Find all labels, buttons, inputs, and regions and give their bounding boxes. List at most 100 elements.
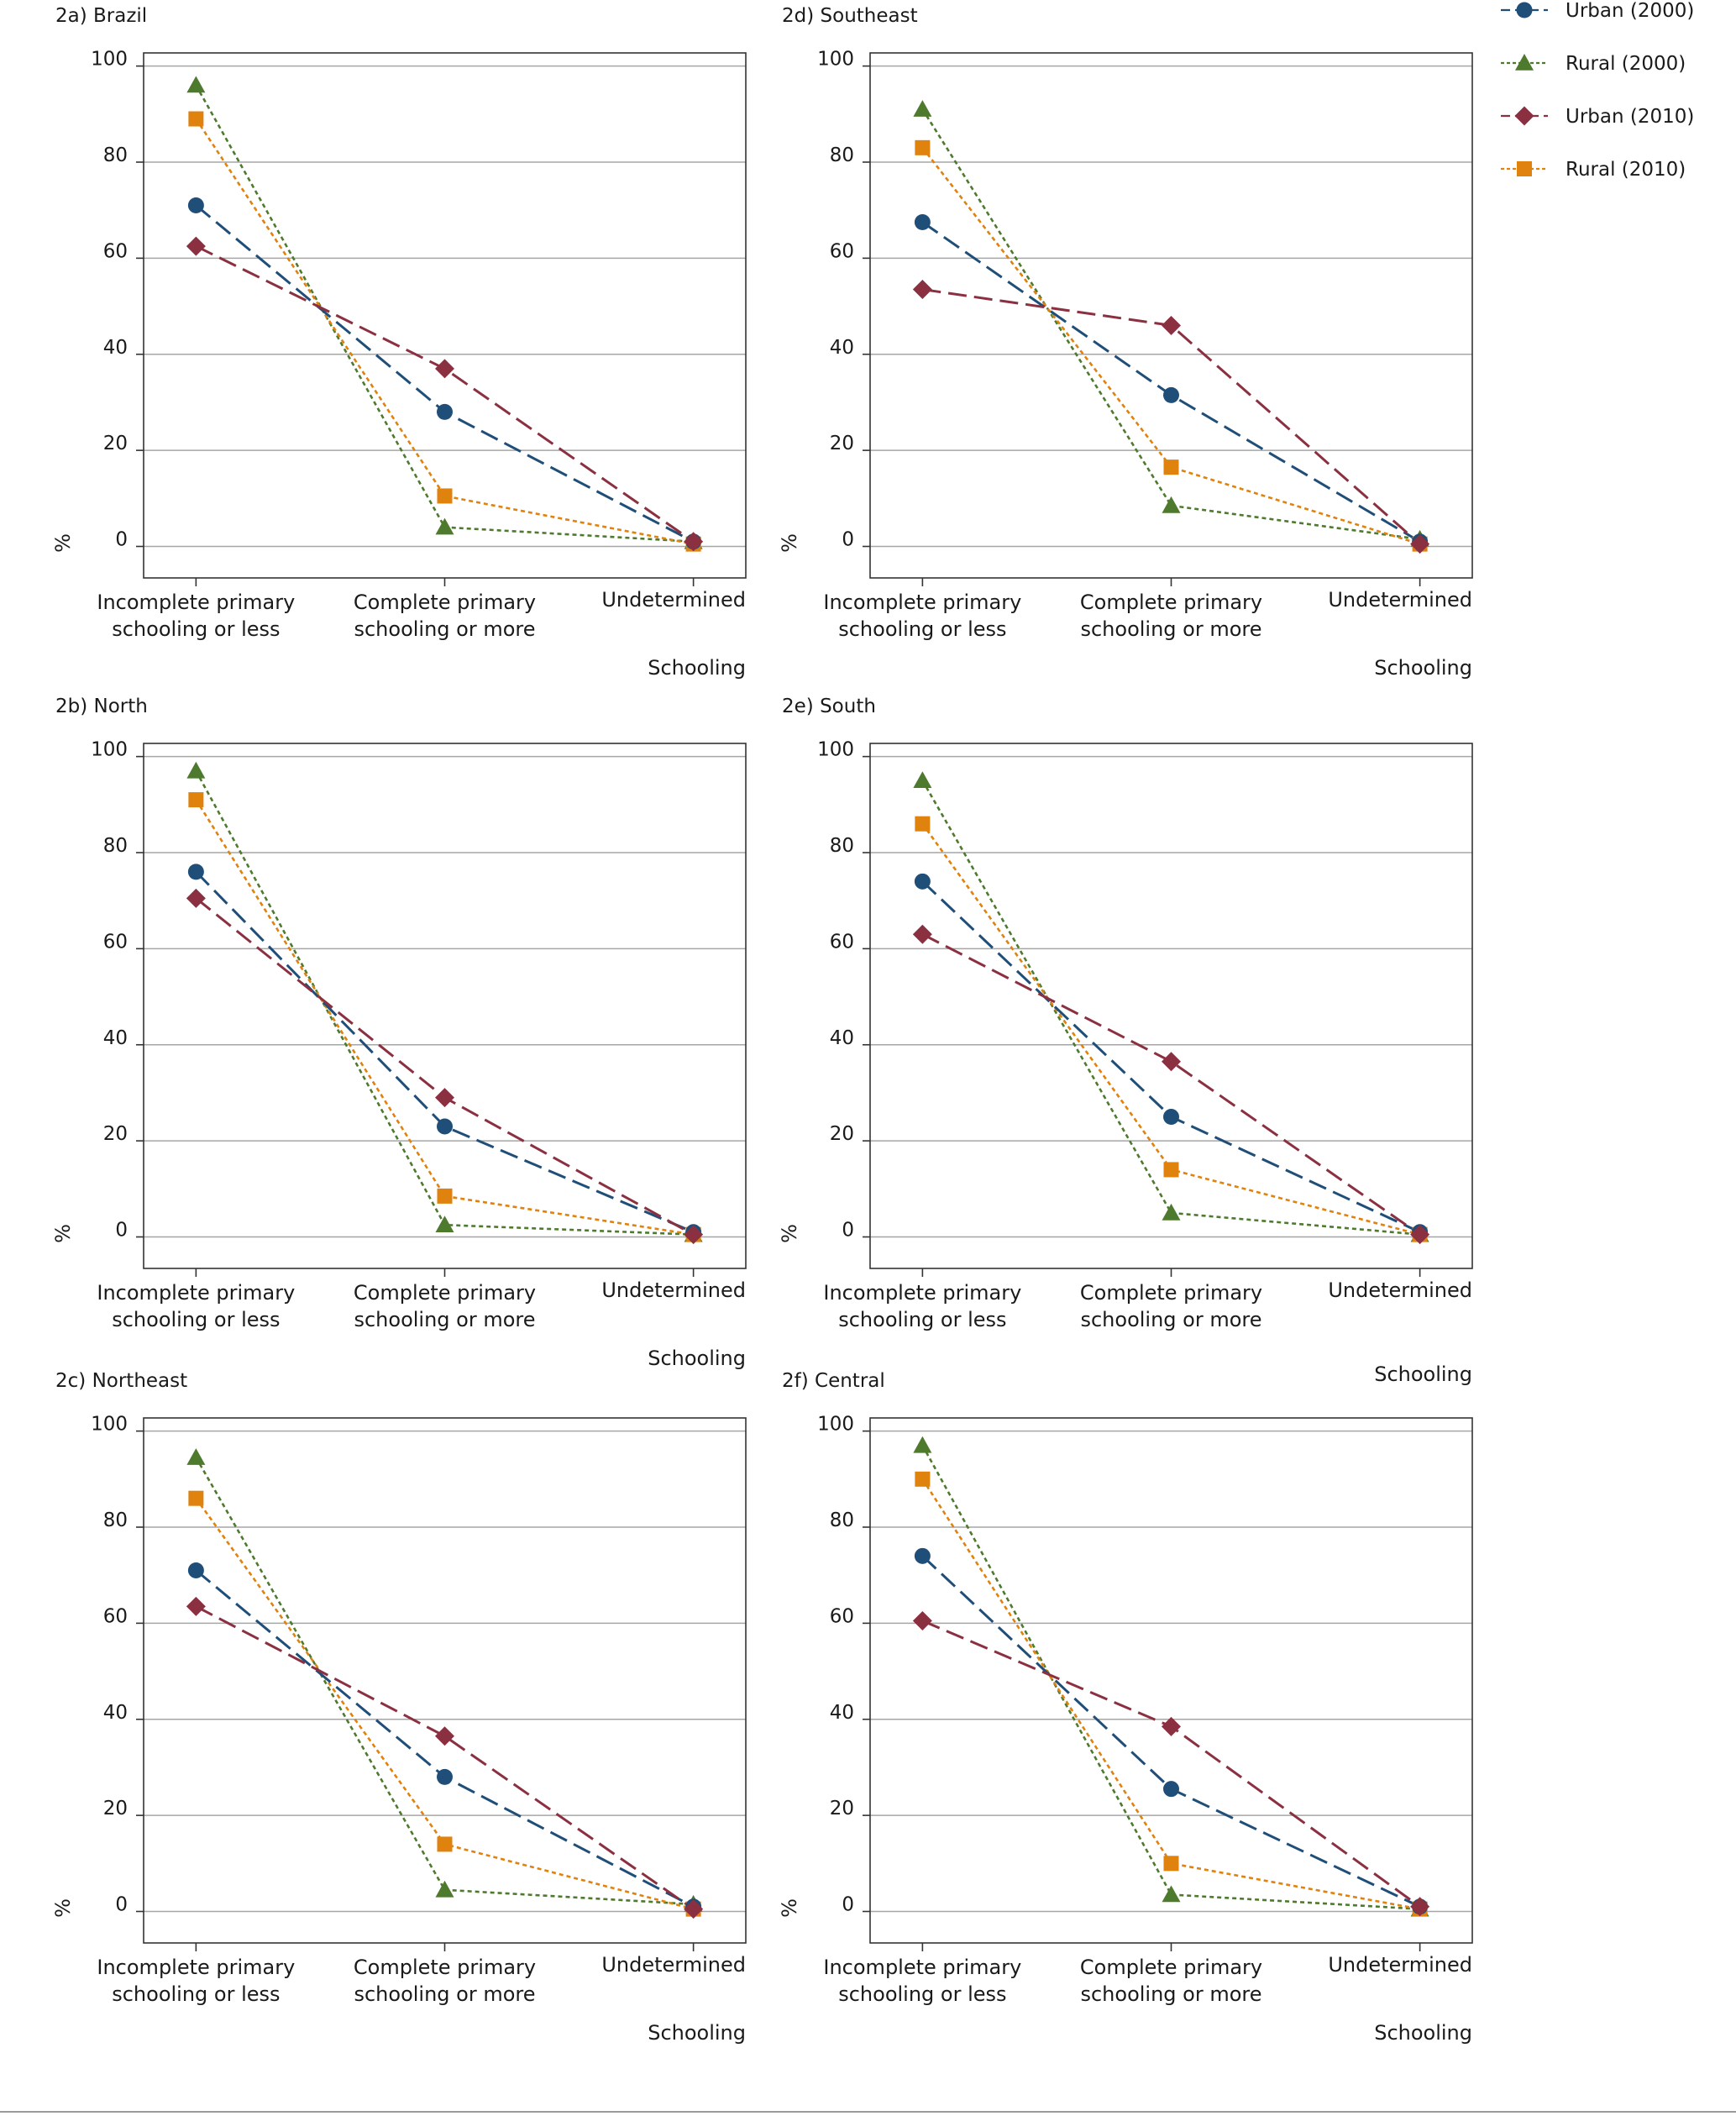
data-point-rural-2000 [186, 76, 206, 93]
y-tick-label: 80 [103, 835, 128, 857]
data-point-urban-2000 [187, 864, 204, 880]
data-point-rural-2000 [913, 1436, 932, 1453]
data-point-rural-2010 [437, 1836, 453, 1852]
panel-title: 2d) Southeast [782, 5, 918, 27]
data-point-rural-2000 [913, 771, 932, 789]
data-point-rural-2010 [437, 1188, 453, 1204]
y-axis-label: % [51, 1898, 75, 1918]
x-category-label: Complete primary [1080, 1956, 1262, 1979]
data-point-rural-2000 [1162, 496, 1181, 513]
y-tick-label: 80 [103, 1510, 128, 1531]
legend-marker [1514, 106, 1534, 126]
y-tick-label: 100 [91, 1414, 128, 1436]
chart-panel: 2b) North 0 20 40 60 80 100% Incomplete primary… [51, 696, 747, 1370]
data-point-rural-2000 [186, 1448, 206, 1465]
chart-panel: 2f) Central 0 20 40 60 80 100% Incomplete prima… [778, 1370, 1473, 2045]
x-category-label: Undetermined [1328, 588, 1472, 612]
y-tick-label: 20 [830, 1798, 854, 1819]
data-point-urban-2010 [1162, 1716, 1181, 1736]
y-axis-label: % [778, 1898, 801, 1918]
data-point-urban-2010 [684, 1225, 704, 1245]
y-tick-label: 20 [103, 1123, 128, 1145]
x-category-label: Complete primary [1080, 1281, 1262, 1305]
data-point-urban-2010 [435, 1726, 454, 1746]
x-category-label: Incomplete primary [97, 1956, 295, 1979]
y-tick-label: 100 [91, 739, 128, 761]
y-axis-label: % [778, 1224, 801, 1243]
series-line-urban-2000 [195, 870, 695, 1234]
data-point-urban-2010 [1162, 315, 1181, 335]
y-axis-label: % [778, 533, 801, 553]
y-tick-label: 0 [115, 1894, 128, 1916]
x-category-label: schooling or less [838, 1308, 1006, 1331]
series-line-rural-2010 [921, 1478, 1420, 1910]
y-tick-label: 40 [103, 337, 128, 359]
y-tick-label: 20 [830, 1123, 854, 1145]
data-point-urban-2000 [914, 1547, 931, 1564]
chart-panel: 2c) Northeast 0 20 40 60 80 100% Incomplete pri… [51, 1370, 747, 2045]
y-tick-label: 0 [842, 529, 854, 551]
x-category-label: Undetermined [601, 1279, 746, 1302]
x-category-label: schooling or more [354, 617, 535, 641]
y-tick-label: 0 [115, 1220, 128, 1242]
y-tick-label: 40 [830, 337, 854, 359]
data-point-urban-2010 [1162, 1052, 1181, 1072]
x-axis-label: Schooling [1374, 2021, 1472, 2045]
series-line-urban-2010 [195, 1605, 695, 1910]
data-point-urban-2000 [1163, 1109, 1179, 1126]
x-category-label: schooling or less [112, 1982, 280, 2006]
x-category-label: schooling or less [112, 1308, 280, 1331]
x-category-label: schooling or more [1080, 617, 1261, 641]
data-point-rural-2010 [1163, 1856, 1179, 1872]
data-point-rural-2000 [435, 1216, 454, 1233]
data-point-urban-2000 [1163, 386, 1179, 403]
legend-label: Rural (2000) [1566, 53, 1686, 75]
y-tick-label: 80 [830, 144, 854, 166]
data-point-urban-2000 [437, 1118, 453, 1135]
legend-label: Rural (2010) [1566, 159, 1686, 181]
legend-marker [1516, 2, 1533, 18]
data-point-urban-2000 [914, 873, 931, 890]
y-tick-label: 60 [830, 931, 854, 953]
x-category-label: Complete primary [354, 1956, 536, 1979]
y-tick-label: 60 [830, 1605, 854, 1627]
x-axis-label: Schooling [648, 2021, 746, 2045]
data-point-urban-2010 [435, 1088, 454, 1108]
data-point-urban-2000 [1163, 1781, 1179, 1798]
data-point-rural-2010 [188, 1490, 204, 1506]
y-tick-label: 20 [830, 433, 854, 454]
data-point-urban-2010 [912, 924, 932, 944]
y-tick-label: 80 [103, 144, 128, 166]
series-line-rural-2000 [921, 108, 1420, 541]
x-category-label: Undetermined [1328, 1953, 1472, 1977]
y-axis-label: % [51, 533, 75, 553]
data-point-urban-2010 [1410, 534, 1430, 554]
data-point-urban-2010 [186, 1596, 206, 1616]
y-tick-label: 80 [830, 835, 854, 857]
data-point-rural-2000 [1162, 1885, 1181, 1903]
y-tick-label: 40 [830, 1027, 854, 1049]
y-tick-label: 60 [103, 931, 128, 953]
x-axis-label: Schooling [648, 1347, 746, 1370]
data-point-urban-2010 [186, 236, 206, 256]
y-tick-label: 100 [817, 739, 854, 761]
data-point-rural-2010 [915, 816, 931, 832]
x-category-label: schooling or more [354, 1982, 535, 2006]
y-tick-label: 20 [103, 433, 128, 454]
y-tick-label: 60 [103, 1605, 128, 1627]
data-point-rural-2010 [188, 792, 204, 808]
data-point-rural-2000 [913, 100, 932, 117]
series-line-rural-2010 [921, 147, 1421, 545]
y-tick-label: 40 [103, 1027, 128, 1049]
x-axis-label: Schooling [648, 656, 746, 680]
legend: Urban (2000) Rural (2000) Urban (2010) Rura… [1501, 0, 1694, 181]
y-tick-label: 100 [817, 1414, 854, 1436]
panel-title: 2c) Northeast [55, 1370, 187, 1392]
data-point-urban-2000 [437, 1768, 453, 1785]
data-point-rural-2010 [1163, 1162, 1179, 1178]
x-category-label: schooling or more [354, 1308, 535, 1331]
x-category-label: Undetermined [601, 588, 746, 612]
data-point-urban-2000 [437, 403, 453, 420]
y-tick-label: 40 [830, 1702, 854, 1724]
data-point-urban-2000 [914, 213, 931, 230]
